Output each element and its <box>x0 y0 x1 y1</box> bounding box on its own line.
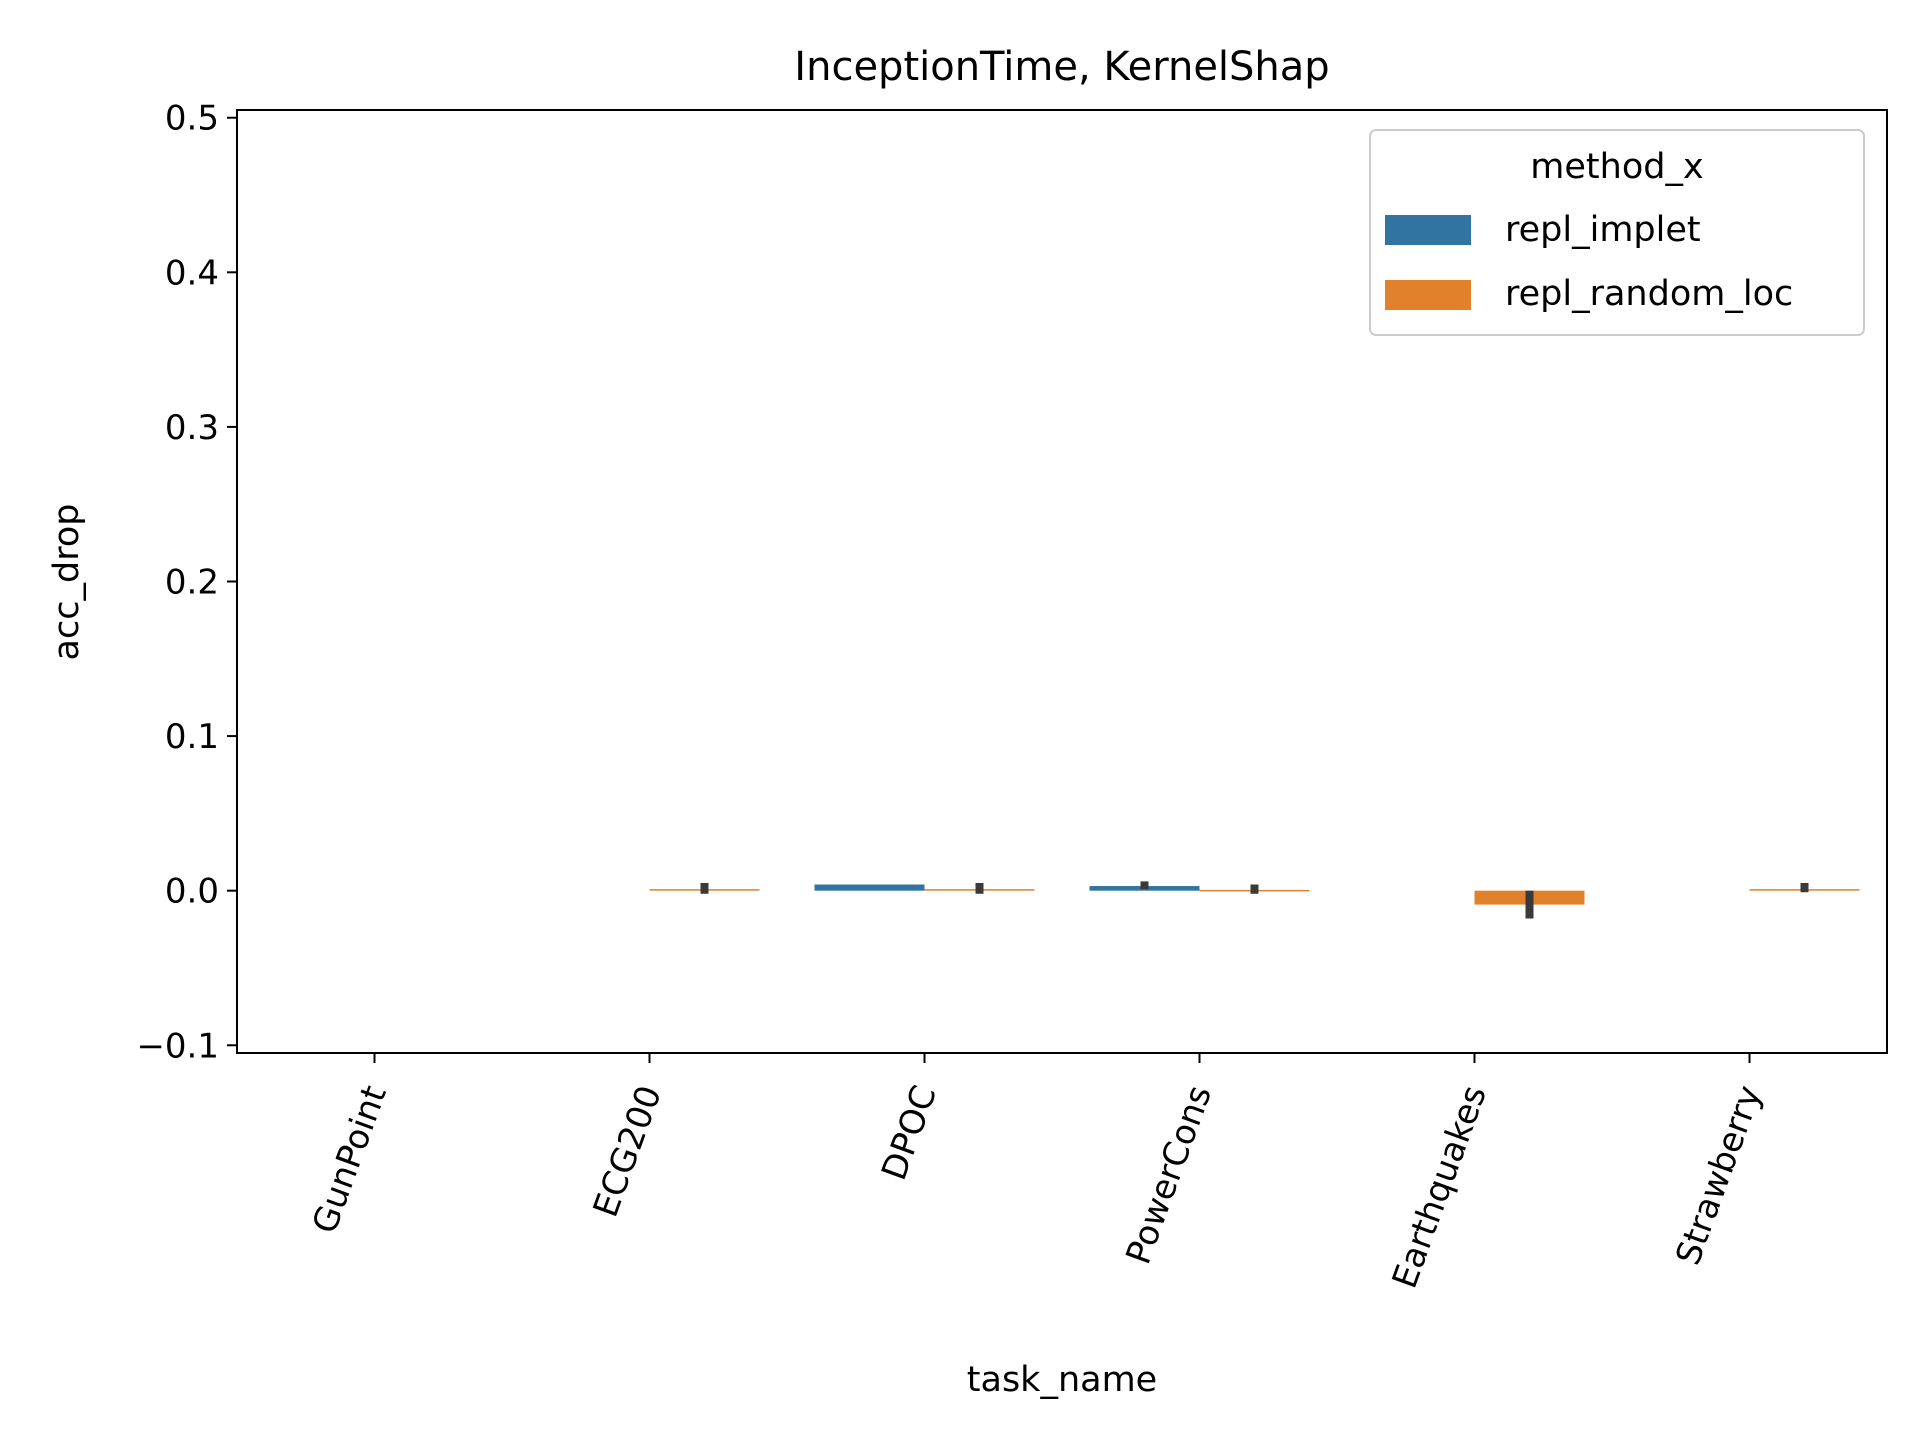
x-tick-label-earthquakes: Earthquakes <box>1385 1080 1495 1293</box>
y-tick-label: 0.2 <box>165 563 219 603</box>
y-axis: −0.1 0.0 0.1 0.2 0.3 0.4 0.5 <box>136 99 237 1066</box>
y-tick-label: −0.1 <box>136 1026 219 1066</box>
x-axis-label: task_name <box>967 1360 1157 1400</box>
plot-frame <box>236 109 1888 1054</box>
x-tick-label-powercons: PowerCons <box>1119 1080 1220 1269</box>
legend: method_x repl_implet repl_random_loc <box>1369 129 1865 336</box>
x-tick-label-dpoc: DPOC <box>874 1080 945 1185</box>
y-tick-label: 0.0 <box>165 872 219 912</box>
y-tick-label: 0.4 <box>165 253 219 293</box>
x-tick-label-ecg200: ECG200 <box>586 1080 670 1222</box>
y-tick-label: 0.3 <box>165 408 219 448</box>
plot-marks <box>649 881 1860 919</box>
legend-swatch-repl-implet <box>1385 215 1471 245</box>
bar-repl-implet-dpoc <box>814 884 925 891</box>
y-axis-label: acc_drop <box>47 504 87 661</box>
y-tick-label: 0.5 <box>165 99 219 139</box>
legend-entry-repl-implet: repl_implet <box>1505 210 1701 250</box>
x-tick-label-strawberry: Strawberry <box>1668 1080 1770 1270</box>
legend-entry-repl-random-loc: repl_random_loc <box>1505 274 1793 314</box>
legend-swatch-repl-random-loc <box>1385 280 1471 310</box>
y-tick-label: 0.1 <box>165 717 219 757</box>
x-axis: GunPoint ECG200 DPOC PowerCons Earthquakes St… <box>305 1053 1770 1294</box>
legend-box <box>1369 129 1865 336</box>
chart-title: InceptionTime, KernelShap <box>794 44 1329 90</box>
x-tick-label-gunpoint: GunPoint <box>305 1080 395 1238</box>
legend-title: method_x <box>1530 147 1703 187</box>
